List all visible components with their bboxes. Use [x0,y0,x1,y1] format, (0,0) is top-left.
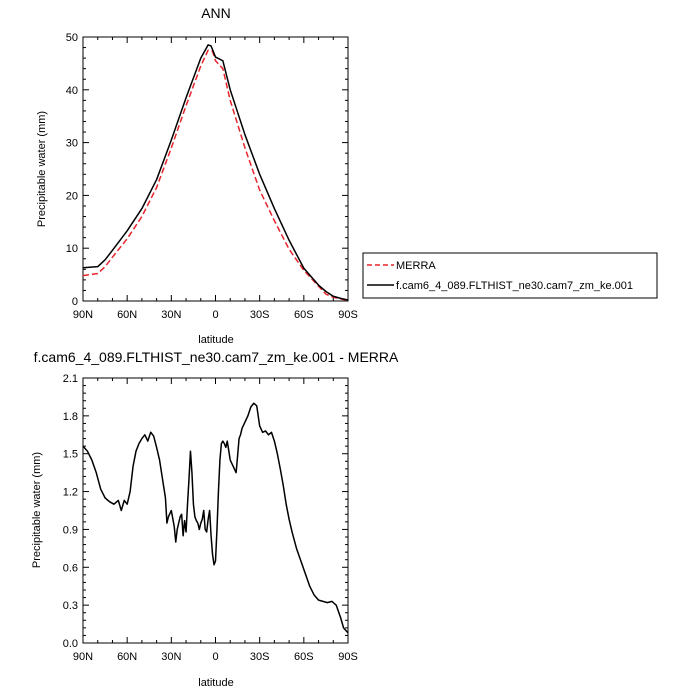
y-tick-label: 1.8 [63,411,78,423]
x-tick-label: 60N [117,309,137,321]
top-chart-title: ANN [201,5,231,21]
legend-entry-model: f.cam6_4_089.FLTHIST_ne30.cam7_zm_ke.001 [396,280,633,292]
legend-box [362,252,658,299]
bottom-plot-frame [82,377,349,644]
y-tick-label: 50 [66,32,78,44]
bottom-series-lines [82,402,349,634]
y-tick-label: 10 [66,243,78,255]
y-tick-label: 1.2 [63,487,78,499]
top-series-lines [82,44,349,302]
x-tick-label: 0 [212,309,218,321]
bottom-y-axis-label: Precipitable water (mm) [31,452,43,568]
y-tick-label: 0.0 [63,638,78,650]
legend: MERRA f.cam6_4_089.FLTHIST_ne30.cam7_zm_… [362,252,658,299]
y-tick-label: 0.9 [63,524,78,536]
y-tick-label: 40 [66,85,78,97]
top-panel: ANN 0 10 20 30 40 50 90N 60N 30N 0 30S 60S 90S lati… [36,5,358,346]
x-tick-label: 30N [161,309,181,321]
x-tick-label: 90S [338,651,358,663]
legend-entry-merra: MERRA [396,260,436,272]
x-tick-label: 90N [73,651,93,663]
y-tick-label: 20 [66,190,78,202]
bottom-chart-title: f.cam6_4_089.FLTHIST_ne30.cam7_zm_ke.001… [34,349,399,365]
top-x-axis-label: latitude [198,334,233,346]
x-tick-label: 60S [294,651,314,663]
x-tick-label: 90N [73,309,93,321]
y-tick-label: 0 [72,296,78,308]
x-tick-label: 90S [338,309,358,321]
bottom-y-ticks: 0.0 0.3 0.6 0.9 1.2 1.5 1.8 2.1 [63,373,348,650]
y-tick-label: 30 [66,138,78,150]
series-line-model [82,44,349,301]
x-tick-label: 30N [161,651,181,663]
top-x-ticks: 90N 60N 30N 0 30S 60S 90S [73,37,358,321]
y-tick-label: 1.5 [63,449,78,461]
top-plot-frame [82,36,349,302]
bottom-panel: f.cam6_4_089.FLTHIST_ne30.cam7_zm_ke.001… [31,349,399,689]
top-y-ticks: 0 10 20 30 40 50 [66,32,348,308]
top-y-axis-label: Precipitable water (mm) [36,111,48,227]
y-tick-label: 0.3 [63,600,78,612]
y-tick-label: 2.1 [63,373,78,385]
difference-line [82,402,349,634]
x-tick-label: 60S [294,309,314,321]
x-tick-label: 30S [250,651,270,663]
series-line-merra [82,49,349,302]
x-tick-label: 0 [212,651,218,663]
y-tick-label: 0.6 [63,562,78,574]
bottom-x-ticks: 90N 60N 30N 0 30S 60S 90S [73,378,358,663]
bottom-x-axis-label: latitude [198,677,233,689]
x-tick-label: 60N [117,651,137,663]
x-tick-label: 30S [250,309,270,321]
